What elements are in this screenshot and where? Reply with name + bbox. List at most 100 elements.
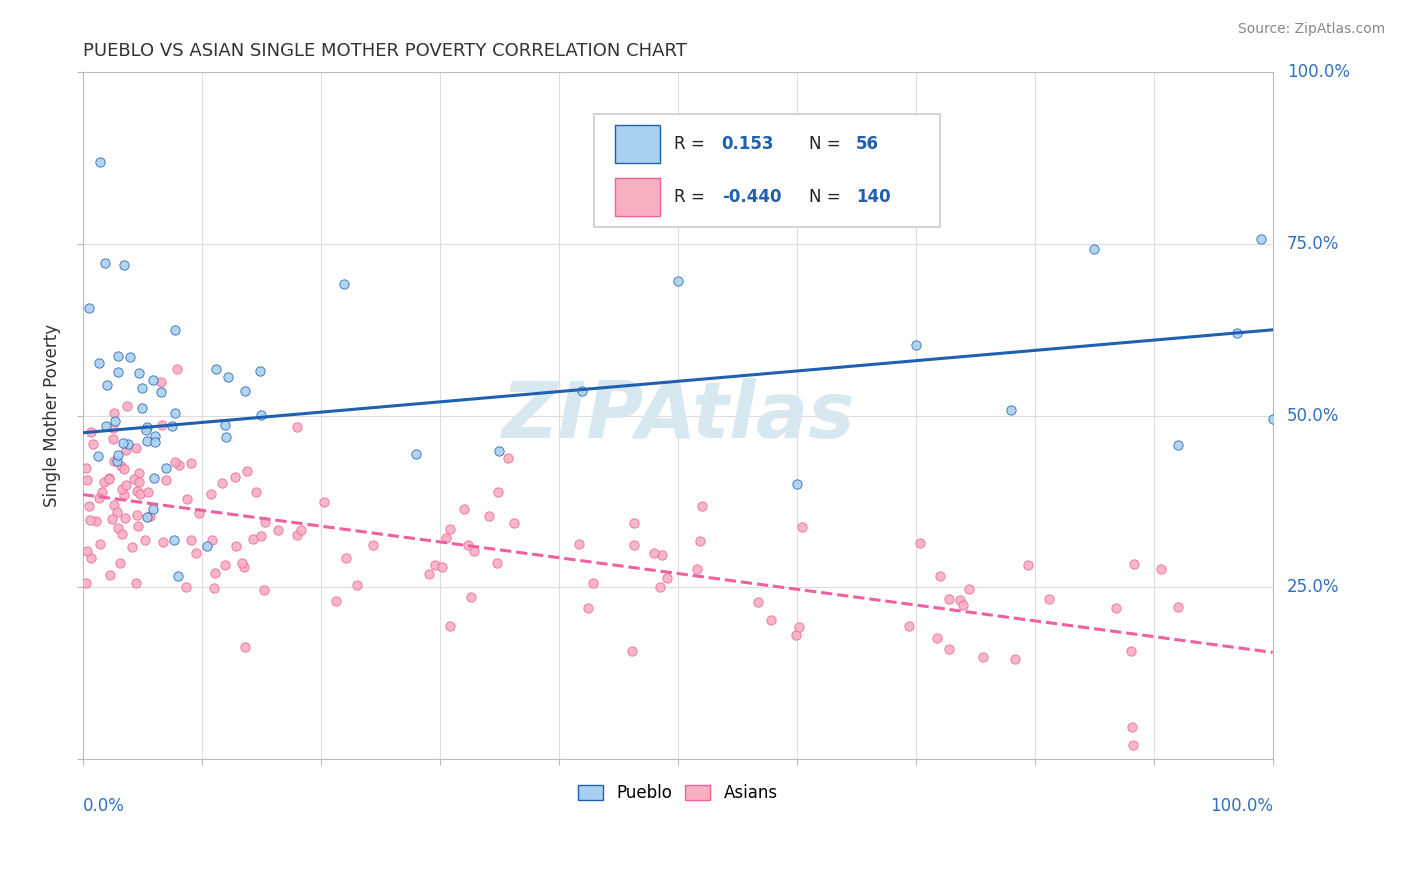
Point bbox=[460, 590, 482, 604]
Point bbox=[136, 434, 159, 449]
Point bbox=[1150, 562, 1173, 576]
Point bbox=[128, 487, 150, 501]
Point bbox=[76, 473, 98, 487]
Point bbox=[128, 366, 150, 380]
Point bbox=[486, 484, 509, 499]
Point bbox=[112, 462, 135, 476]
Point bbox=[425, 558, 447, 572]
Point bbox=[623, 516, 645, 531]
Text: R =: R = bbox=[673, 188, 704, 206]
Point bbox=[134, 533, 156, 547]
Point bbox=[1105, 600, 1128, 615]
Point bbox=[98, 567, 121, 582]
Point bbox=[430, 560, 453, 574]
Point bbox=[128, 475, 150, 490]
Point bbox=[188, 506, 211, 520]
Point bbox=[202, 581, 225, 595]
Point bbox=[1261, 412, 1284, 426]
Point bbox=[214, 558, 236, 573]
Point bbox=[107, 350, 129, 364]
Point bbox=[405, 447, 427, 461]
Text: -0.440: -0.440 bbox=[721, 188, 782, 206]
Point bbox=[747, 595, 769, 609]
Point bbox=[250, 408, 273, 422]
Point bbox=[333, 277, 356, 291]
Point bbox=[90, 485, 112, 500]
Point bbox=[957, 582, 980, 597]
Point bbox=[620, 644, 643, 658]
Point bbox=[1083, 243, 1105, 257]
Point bbox=[578, 600, 600, 615]
Point bbox=[267, 523, 290, 537]
Point bbox=[104, 414, 127, 428]
Point bbox=[789, 620, 811, 634]
Point bbox=[149, 376, 172, 390]
Point bbox=[163, 533, 186, 548]
Point bbox=[84, 515, 107, 529]
Point bbox=[79, 301, 101, 315]
Point bbox=[623, 538, 645, 552]
Point bbox=[1038, 591, 1060, 606]
Point bbox=[79, 425, 101, 440]
Point bbox=[254, 516, 277, 530]
Point bbox=[761, 614, 783, 628]
Point bbox=[110, 458, 132, 473]
Point bbox=[651, 548, 673, 562]
Point bbox=[89, 491, 111, 506]
Point bbox=[142, 501, 165, 516]
Point bbox=[1123, 557, 1146, 571]
Point bbox=[908, 535, 931, 549]
Point bbox=[1119, 643, 1142, 657]
Point bbox=[1166, 600, 1188, 615]
Point bbox=[101, 432, 124, 446]
Point bbox=[142, 373, 165, 387]
Point bbox=[582, 575, 605, 590]
Point bbox=[100, 512, 122, 526]
Point bbox=[204, 566, 226, 581]
Point bbox=[139, 508, 162, 523]
Text: 0.153: 0.153 bbox=[721, 135, 775, 153]
Point bbox=[169, 458, 191, 472]
Point bbox=[290, 523, 312, 537]
Point bbox=[686, 562, 709, 576]
Point bbox=[325, 594, 347, 608]
Point bbox=[790, 520, 813, 534]
Point bbox=[502, 516, 524, 530]
Text: 25.0%: 25.0% bbox=[1286, 578, 1340, 596]
Point bbox=[75, 461, 97, 475]
Point bbox=[125, 575, 148, 590]
Point bbox=[195, 539, 218, 553]
Point bbox=[174, 580, 197, 594]
Point bbox=[155, 460, 177, 475]
Point bbox=[488, 443, 510, 458]
Point bbox=[233, 384, 256, 398]
Point bbox=[138, 485, 160, 500]
Point bbox=[972, 649, 994, 664]
Y-axis label: Single Mother Poverty: Single Mother Poverty bbox=[44, 324, 60, 508]
Point bbox=[115, 477, 138, 491]
Point bbox=[89, 537, 111, 551]
Point bbox=[1004, 652, 1026, 666]
Point bbox=[231, 556, 253, 570]
Point bbox=[571, 384, 593, 399]
Point bbox=[107, 506, 129, 520]
Point bbox=[496, 450, 519, 465]
Point bbox=[949, 593, 972, 607]
Point bbox=[125, 508, 148, 522]
FancyBboxPatch shape bbox=[614, 178, 659, 216]
Point bbox=[1167, 438, 1189, 452]
Point bbox=[252, 583, 274, 598]
Point bbox=[180, 533, 202, 547]
Point bbox=[117, 436, 139, 450]
Point bbox=[215, 430, 238, 444]
Text: 75.0%: 75.0% bbox=[1286, 235, 1340, 253]
Point bbox=[205, 361, 228, 376]
Point bbox=[463, 544, 485, 558]
Point bbox=[127, 518, 149, 533]
Point bbox=[236, 464, 259, 478]
Point bbox=[1121, 720, 1143, 734]
Point bbox=[103, 406, 125, 420]
Point bbox=[232, 559, 254, 574]
Point bbox=[478, 509, 501, 524]
Point bbox=[235, 640, 257, 654]
